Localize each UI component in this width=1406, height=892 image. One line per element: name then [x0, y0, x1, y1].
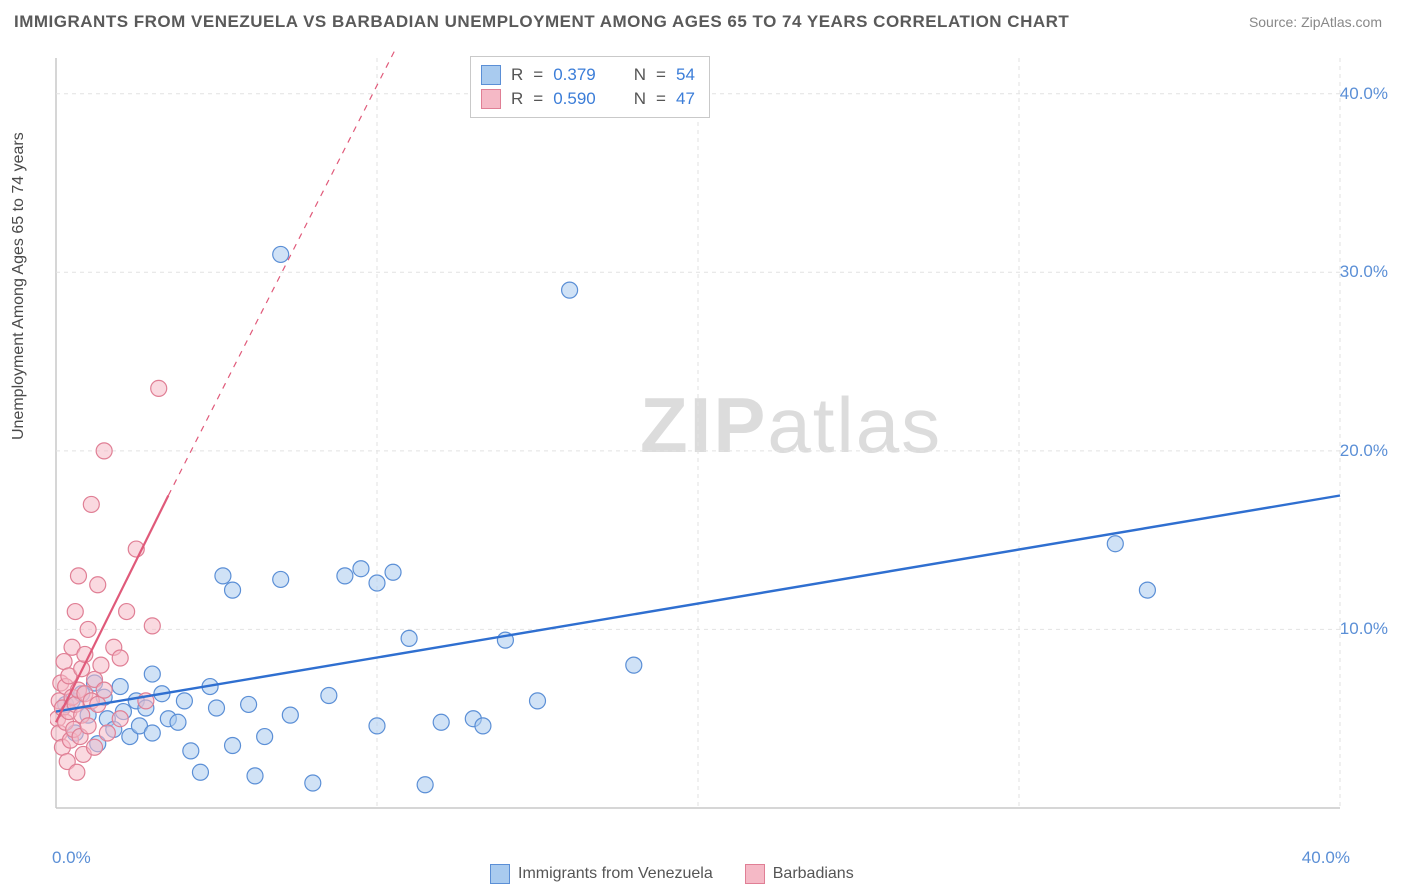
y-tick-label: 30.0%	[1340, 262, 1388, 282]
source-credit: Source: ZipAtlas.com	[1249, 14, 1382, 30]
y-tick-label: 40.0%	[1340, 84, 1388, 104]
legend-series-label: Immigrants from Venezuela	[518, 865, 713, 883]
legend-swatch	[745, 864, 765, 884]
legend-series: Immigrants from Venezuela Barbadians	[490, 864, 854, 884]
x-tick-min: 0.0%	[52, 848, 91, 868]
y-tick-label: 20.0%	[1340, 441, 1388, 461]
legend-series-item: Barbadians	[745, 864, 854, 884]
legend-r-value: 0.590	[553, 89, 596, 109]
legend-r-label: R	[511, 65, 523, 85]
source-label: Source:	[1249, 14, 1297, 30]
legend-eq: =	[656, 65, 666, 85]
legend-swatch	[481, 89, 501, 109]
legend-series-item: Immigrants from Venezuela	[490, 864, 713, 884]
plot-svg	[50, 48, 1380, 838]
legend-n-label: N	[634, 65, 646, 85]
legend-correlation: R = 0.379 N = 54 R = 0.590 N = 47	[470, 56, 710, 118]
legend-r-value: 0.379	[553, 65, 596, 85]
legend-n-value: 47	[676, 89, 695, 109]
y-tick-label: 10.0%	[1340, 619, 1388, 639]
legend-correlation-row: R = 0.379 N = 54	[481, 63, 695, 87]
chart-title: IMMIGRANTS FROM VENEZUELA VS BARBADIAN U…	[14, 12, 1069, 32]
source-value: ZipAtlas.com	[1301, 14, 1382, 30]
legend-eq: =	[656, 89, 666, 109]
legend-eq: =	[533, 65, 543, 85]
x-tick-max: 40.0%	[1302, 848, 1350, 868]
legend-n-label: N	[634, 89, 646, 109]
legend-correlation-row: R = 0.590 N = 47	[481, 87, 695, 111]
legend-swatch	[490, 864, 510, 884]
legend-series-label: Barbadians	[773, 865, 854, 883]
legend-n-value: 54	[676, 65, 695, 85]
legend-eq: =	[533, 89, 543, 109]
scatter-plot	[50, 48, 1380, 838]
legend-r-label: R	[511, 89, 523, 109]
legend-swatch	[481, 65, 501, 85]
y-axis-label: Unemployment Among Ages 65 to 74 years	[10, 132, 28, 440]
